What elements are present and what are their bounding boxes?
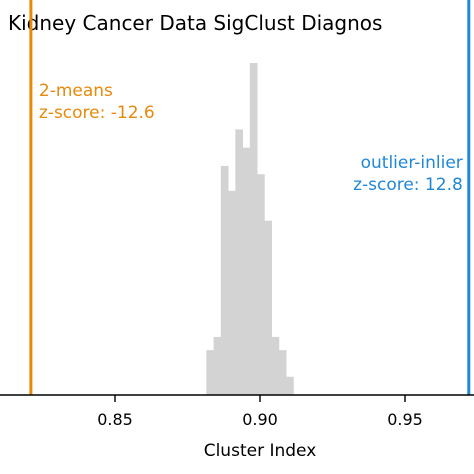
reference-line-label: 2-means	[39, 81, 113, 101]
histogram-bar	[213, 336, 222, 395]
histogram-bar	[249, 63, 258, 395]
x-tick-label: 0.85	[97, 410, 133, 429]
histogram-bar	[242, 147, 251, 395]
chart-title: Kidney Cancer Data SigClust Diagnos	[8, 11, 382, 35]
histogram-bar	[264, 220, 272, 395]
x-tick-label: 0.90	[242, 410, 278, 429]
histogram-bar	[278, 350, 287, 395]
reference-line-label: z-score: -12.6	[39, 103, 155, 123]
reference-line-label: z-score: 12.8	[353, 175, 463, 195]
histogram-bars	[206, 63, 294, 395]
histogram-bar	[286, 376, 294, 395]
histogram-bar	[257, 174, 265, 395]
x-axis-ticks: 0.85 0.90 0.95	[97, 395, 423, 429]
x-tick-label: 0.95	[387, 410, 423, 429]
histogram-bar	[271, 336, 280, 395]
reference-line-label: outlier-inlier	[361, 153, 463, 173]
histogram-bar	[206, 350, 214, 395]
histogram-bar	[220, 165, 229, 395]
histogram-bar	[235, 129, 243, 395]
x-axis-label: Cluster Index	[204, 441, 317, 461]
histogram-bar	[228, 190, 236, 395]
